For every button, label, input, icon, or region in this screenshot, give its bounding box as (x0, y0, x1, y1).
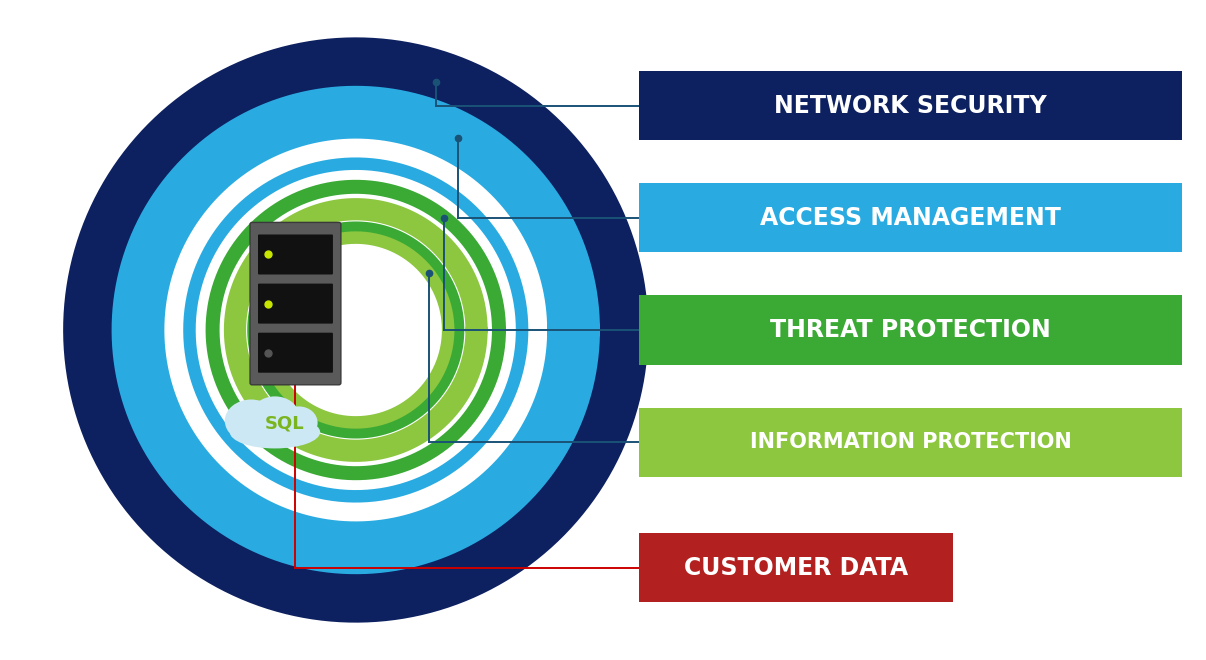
Ellipse shape (224, 399, 277, 442)
Text: INFORMATION PROTECTION: INFORMATION PROTECTION (750, 432, 1071, 452)
FancyBboxPatch shape (250, 222, 341, 385)
Text: CUSTOMER DATA: CUSTOMER DATA (684, 556, 908, 579)
FancyBboxPatch shape (639, 295, 1182, 364)
FancyBboxPatch shape (639, 183, 1182, 252)
Ellipse shape (280, 407, 317, 439)
FancyBboxPatch shape (258, 333, 333, 373)
Ellipse shape (230, 416, 320, 448)
FancyBboxPatch shape (639, 71, 1182, 141)
Text: SQL: SQL (264, 415, 304, 433)
Text: THREAT PROTECTION: THREAT PROTECTION (771, 318, 1050, 342)
Text: ACCESS MANAGEMENT: ACCESS MANAGEMENT (760, 206, 1061, 230)
FancyBboxPatch shape (258, 234, 333, 275)
FancyBboxPatch shape (639, 407, 1182, 477)
FancyBboxPatch shape (639, 533, 953, 602)
FancyBboxPatch shape (258, 284, 333, 323)
Ellipse shape (251, 397, 299, 434)
Text: NETWORK SECURITY: NETWORK SECURITY (774, 94, 1047, 117)
